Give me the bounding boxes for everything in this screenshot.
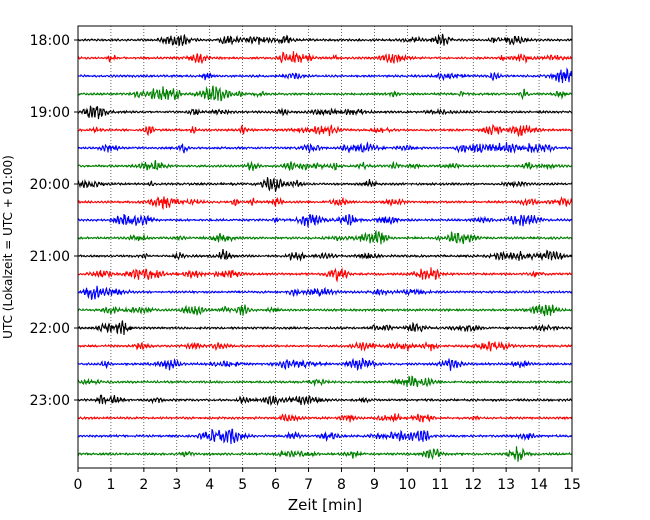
seismic-trace: [77, 141, 573, 155]
x-tick-label: 7: [304, 477, 313, 493]
x-tick-label: 1: [106, 477, 115, 493]
seismic-trace: [77, 33, 572, 47]
y-tick-label: 18:00: [30, 33, 70, 49]
seismic-trace: [77, 213, 573, 228]
seismic-trace: [77, 412, 573, 423]
x-axis-ticks: 0 1 2 3 4 5 6 7 8 9 10 11 12 13 14 15: [74, 468, 581, 493]
x-tick-label: 8: [337, 477, 346, 493]
seismic-trace: [77, 196, 573, 211]
y-axis-label: UTC (Lokalzeit = UTC + 01:00): [1, 155, 15, 339]
x-gridlines: [110, 26, 540, 468]
x-axis-label: Zeit [min]: [288, 496, 362, 514]
seismic-trace: [77, 267, 573, 283]
seismic-trace: [77, 304, 573, 317]
y-tick-label: 19:00: [30, 105, 70, 121]
y-tick-label: 22:00: [30, 321, 70, 337]
x-tick-label: 15: [563, 477, 581, 493]
seismic-trace: [77, 340, 573, 352]
y-axis-ticks: 18:00 19:00 20:00 21:00 22:00 23:00: [30, 33, 78, 409]
seismic-trace: [77, 123, 573, 138]
x-tick-label: 9: [370, 477, 379, 493]
x-tick-label: 11: [431, 477, 449, 493]
seismic-trace: [77, 105, 573, 120]
x-tick-label: 5: [238, 477, 247, 493]
x-tick-label: 3: [172, 477, 181, 493]
plot-frame: [77, 25, 573, 469]
seismic-trace: [77, 229, 573, 245]
seismic-trace: [77, 428, 573, 445]
y-tick-label: 20:00: [30, 177, 70, 193]
x-tick-label: 12: [464, 477, 482, 493]
y-tick-label: 23:00: [30, 393, 70, 409]
x-tick-label: 14: [530, 477, 548, 493]
seismic-trace: [77, 85, 573, 102]
seismic-trace: [77, 51, 573, 65]
seismic-trace: [77, 375, 573, 388]
seismic-trace: [77, 394, 573, 407]
y-tick-label: 21:00: [30, 249, 70, 265]
x-tick-label: 6: [271, 477, 280, 493]
seismic-trace: [77, 320, 573, 335]
x-tick-label: 13: [497, 477, 515, 493]
x-tick-label: 2: [139, 477, 148, 493]
x-tick-label: 0: [74, 477, 83, 493]
seismic-trace: [77, 177, 573, 192]
x-tick-label: 4: [205, 477, 214, 493]
seismic-trace: [77, 248, 573, 262]
seismic-trace: [77, 357, 573, 372]
seismic-trace: [77, 446, 573, 462]
seismic-traces: [77, 33, 573, 462]
seismic-trace: [77, 67, 573, 84]
seismic-trace: [77, 285, 573, 300]
x-tick-label: 10: [398, 477, 416, 493]
seismic-trace: [77, 159, 573, 172]
